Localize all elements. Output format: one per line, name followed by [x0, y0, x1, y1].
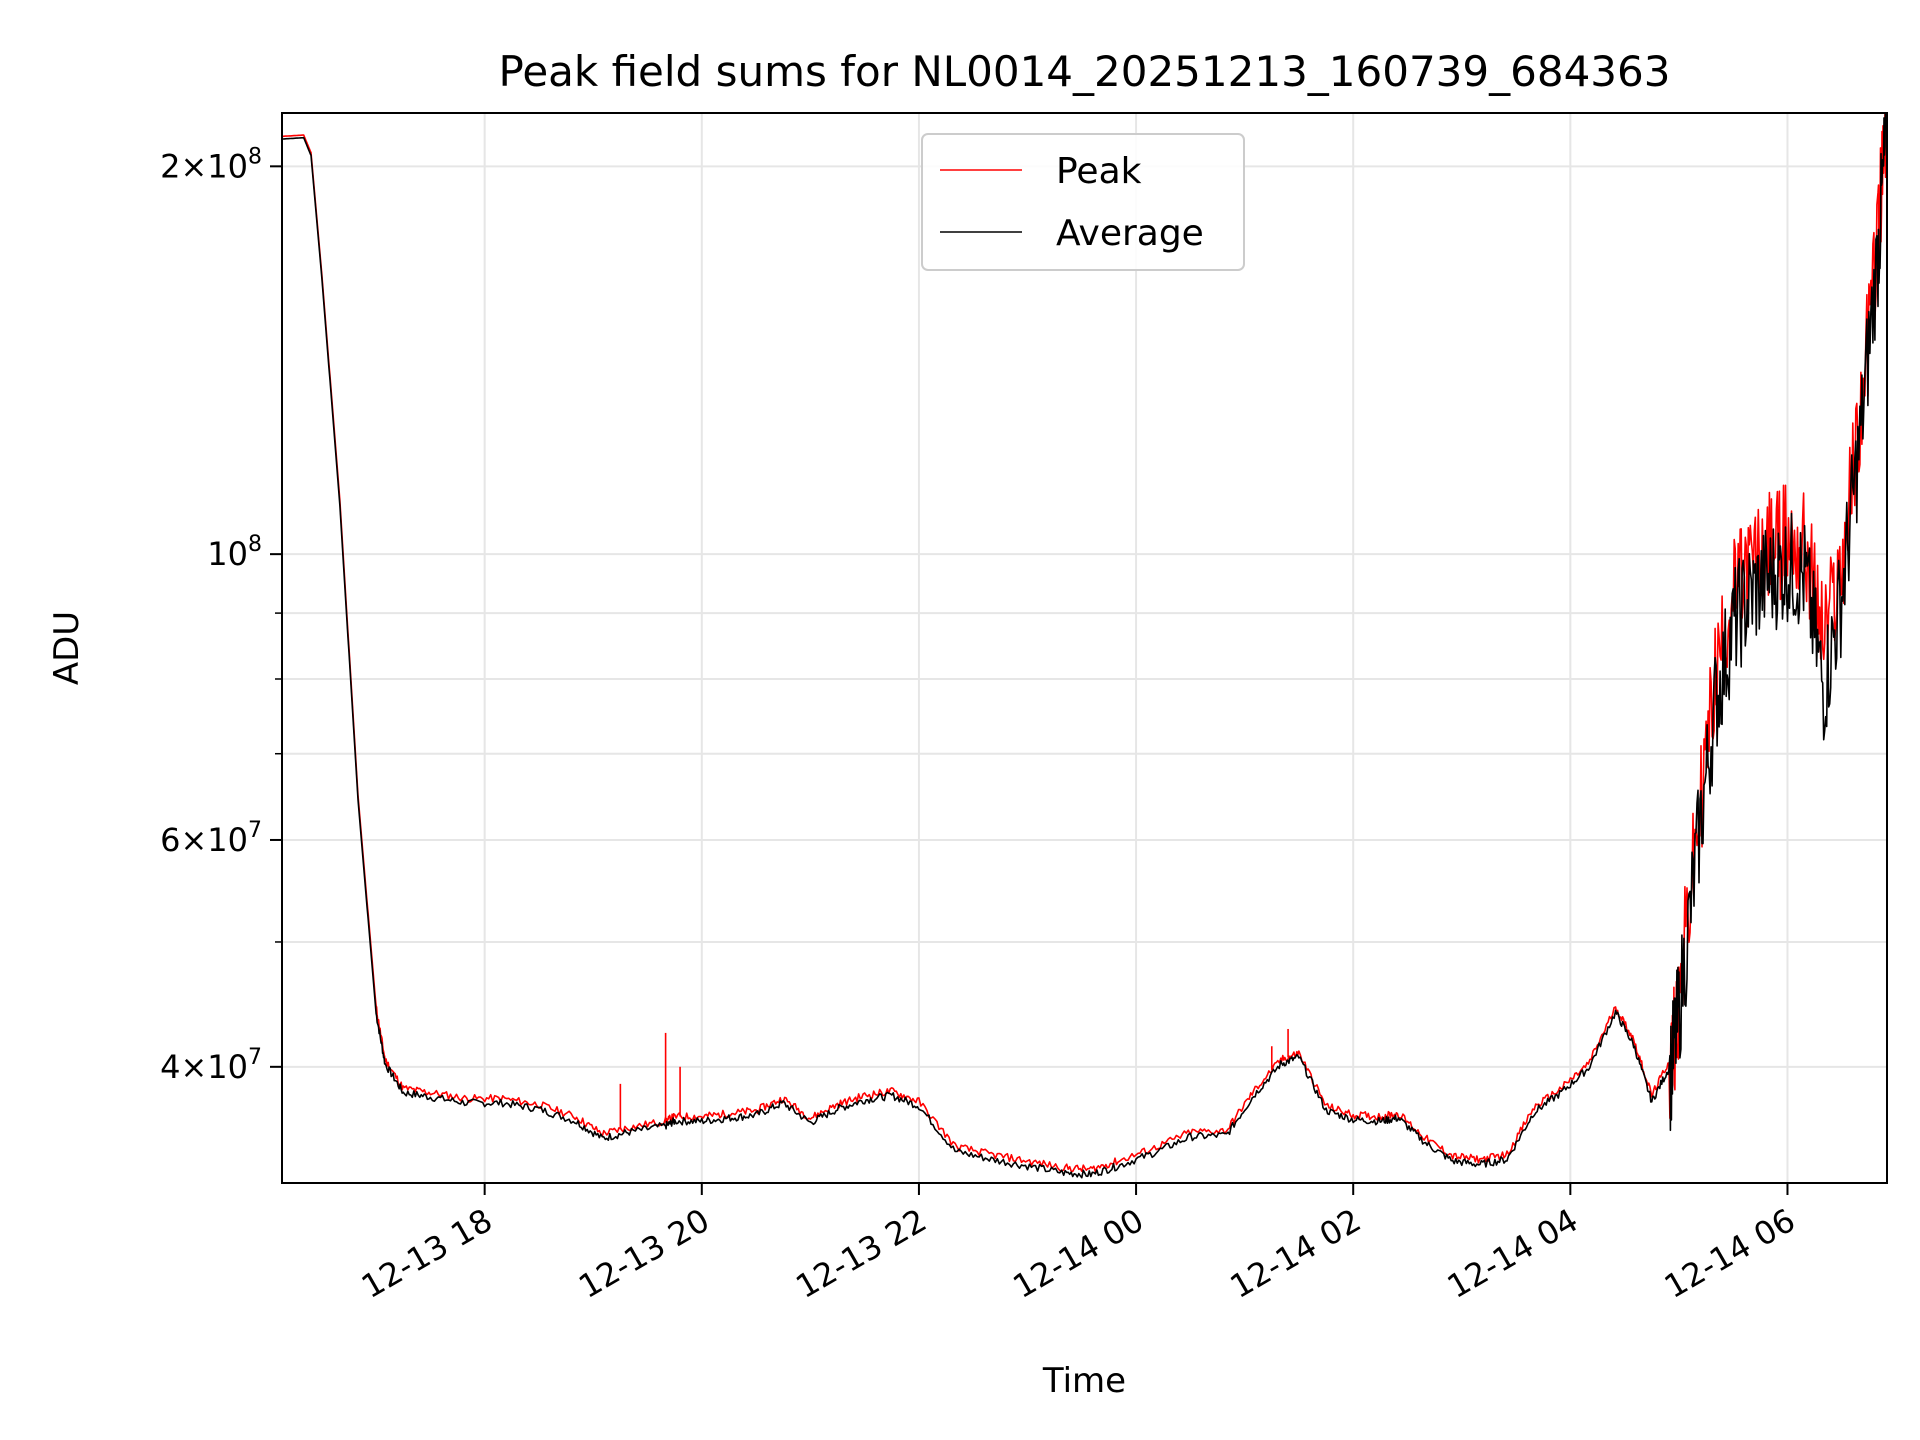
- series-line-peak: [282, 113, 1887, 1173]
- plot-frame: [281, 112, 1888, 1184]
- y-axis-title: ADU: [47, 611, 87, 685]
- chart-title: Peak field sums for NL0014_20251213_1607…: [499, 47, 1671, 96]
- series-layer: [282, 113, 1887, 1179]
- y-tick-label: 2×108: [160, 144, 262, 185]
- series-line-average: [282, 113, 1887, 1179]
- legend: Peak Average: [921, 133, 1245, 271]
- legend-label-peak: Peak: [1056, 151, 1142, 192]
- grid: [282, 113, 1887, 1183]
- y-tick-label: 6×107: [160, 818, 262, 859]
- legend-label-average: Average: [1056, 213, 1204, 254]
- legend-box: [921, 133, 1245, 271]
- y-tick-label: 4×107: [160, 1045, 262, 1086]
- x-axis-title: Time: [1042, 1361, 1126, 1401]
